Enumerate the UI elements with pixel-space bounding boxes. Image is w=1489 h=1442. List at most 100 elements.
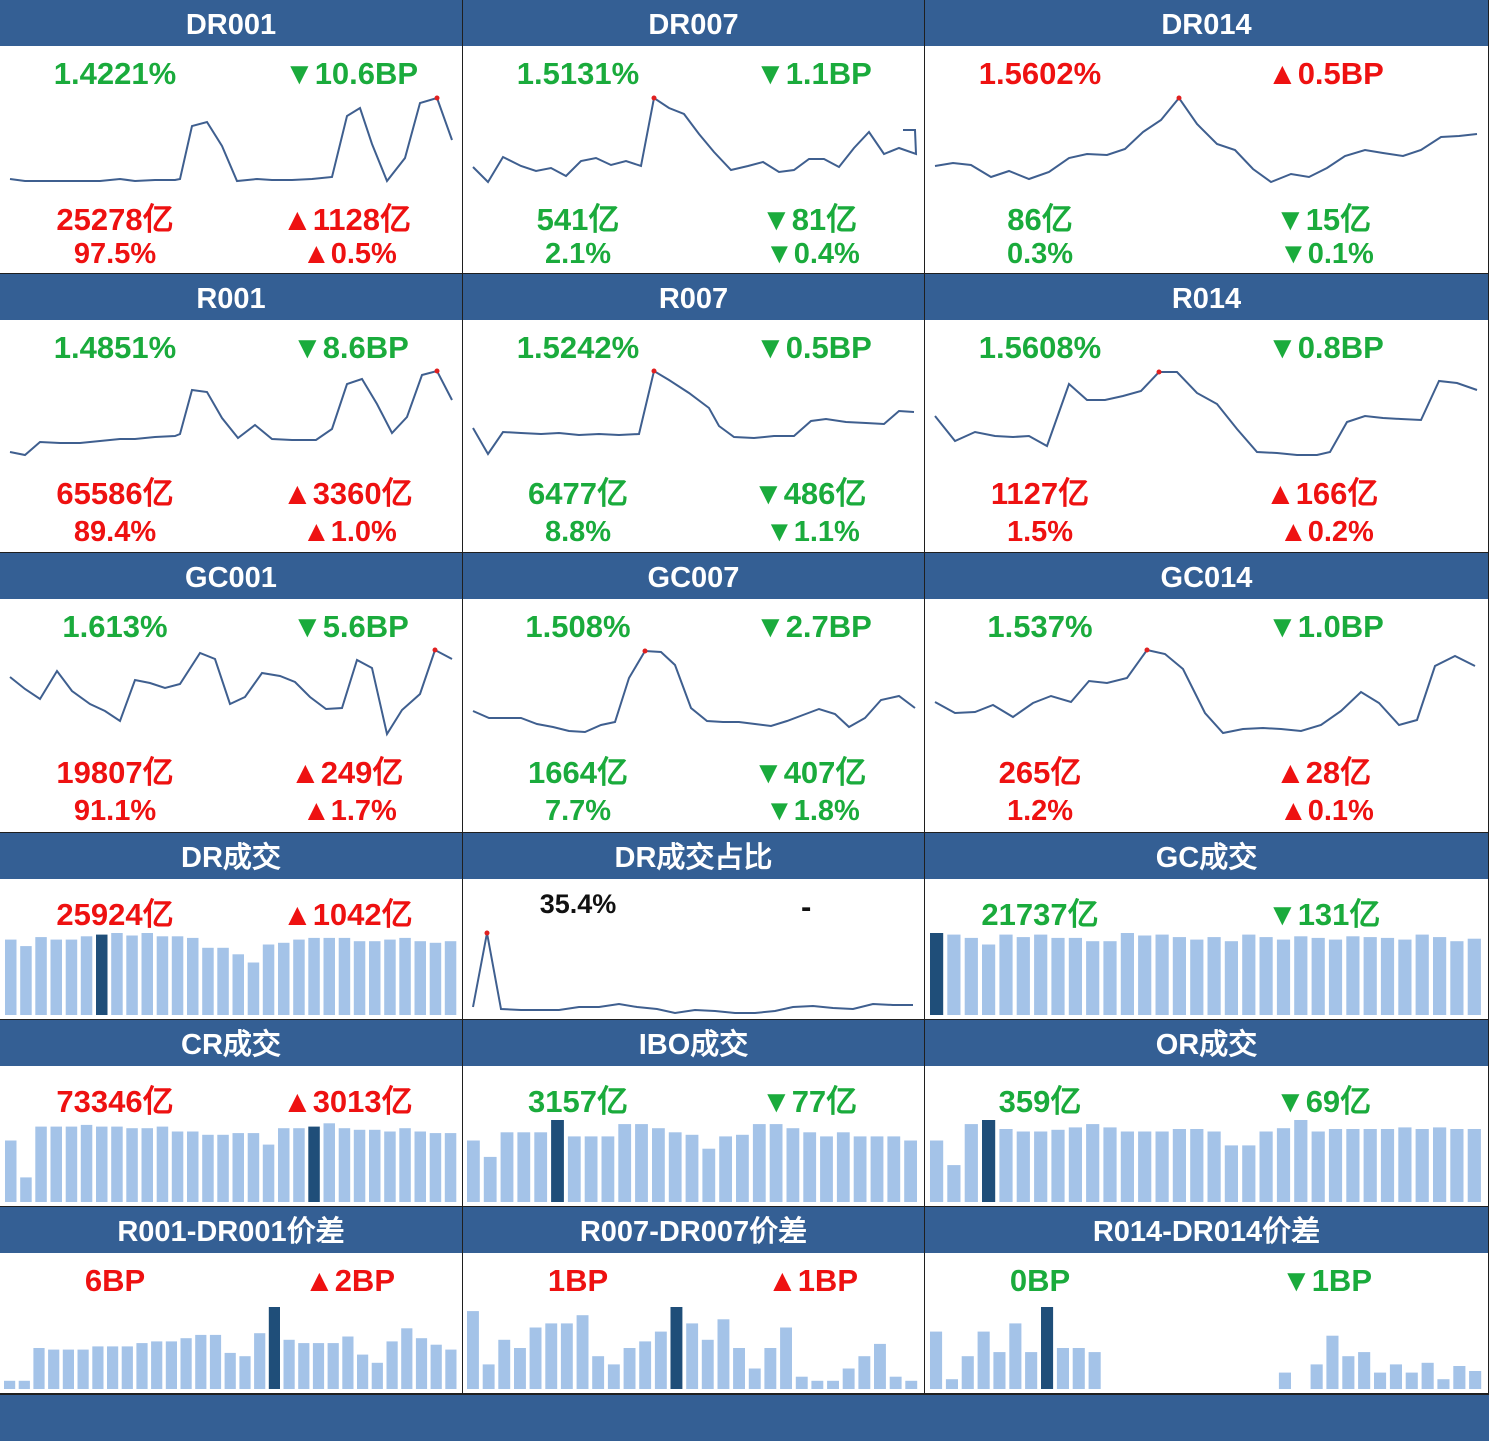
bar (1276, 939, 1291, 1015)
down-arrow-icon: ▼ (1281, 1263, 1312, 1298)
bar (702, 1148, 716, 1202)
bar (961, 1356, 974, 1389)
bar (1051, 937, 1065, 1015)
bar (232, 1133, 244, 1202)
rate-change: ▼1.1BP (755, 56, 872, 91)
bar (5, 1140, 17, 1202)
down-arrow-icon: ▼ (292, 330, 323, 365)
bar (836, 1132, 850, 1202)
volume-change: ▼69亿 (1275, 1084, 1372, 1119)
card-r007-dr007-spread: R007-DR007价差 1BP ▲1BP (463, 1207, 925, 1394)
spread-change: ▲1BP (767, 1263, 858, 1298)
bar (171, 1131, 184, 1202)
bar (1172, 1129, 1186, 1202)
bar (686, 1323, 699, 1389)
bar (1415, 934, 1429, 1015)
card-title: DR007 (463, 0, 924, 46)
bar (1120, 1131, 1134, 1202)
bar (1437, 1379, 1450, 1389)
up-arrow-icon: ▲ (767, 1263, 798, 1298)
bar (1363, 937, 1377, 1015)
bar-latest (96, 934, 108, 1015)
up-arrow-icon: ▲ (282, 897, 313, 932)
card-r014-dr014-spread: R014-DR014价差 0BP ▼1BP (925, 1207, 1489, 1394)
bar (18, 1380, 30, 1389)
card-cr-volume: CR成交 73346亿 ▲3013亿 (0, 1020, 463, 1207)
up-arrow-icon: ▲ (1267, 56, 1298, 91)
bar (1016, 937, 1030, 1015)
bar (1224, 1145, 1238, 1202)
bar (20, 946, 32, 1015)
bar (733, 1348, 745, 1389)
bar (1389, 1364, 1402, 1389)
latest-point (1144, 647, 1150, 653)
bar (1311, 937, 1325, 1015)
volume-value: 86亿 (1007, 202, 1073, 237)
bar (80, 1124, 93, 1202)
bar (889, 1376, 902, 1389)
down-arrow-icon: ▼ (765, 795, 794, 827)
bar (96, 1126, 108, 1202)
bar (399, 937, 411, 1015)
bar (1450, 1129, 1464, 1202)
card-title: DR014 (925, 0, 1488, 46)
up-arrow-icon: ▲ (1265, 476, 1296, 511)
bar (1421, 1362, 1434, 1389)
bar-latest (930, 933, 944, 1015)
share-value: 89.4% (73, 516, 157, 548)
footer-bar (0, 1394, 1489, 1441)
down-arrow-icon: ▼ (284, 56, 315, 91)
rate-change: ▼1.0BP (1267, 609, 1384, 644)
volume-change: ▼81亿 (761, 202, 858, 237)
bar (1326, 1335, 1339, 1389)
rate-value: 1.5242% (516, 330, 640, 365)
bar (930, 1140, 944, 1202)
up-arrow-icon: ▲ (304, 1263, 335, 1298)
share-change: ▼0.1% (1279, 238, 1374, 270)
down-arrow-icon: ▼ (1275, 1084, 1306, 1119)
bar (121, 1346, 133, 1389)
bar (635, 1124, 648, 1202)
latest-point (1156, 369, 1162, 375)
bar (601, 1136, 615, 1202)
bar (514, 1348, 526, 1389)
up-arrow-icon: ▲ (282, 1084, 313, 1119)
bar (342, 1336, 354, 1389)
bar (5, 939, 17, 1015)
bar (48, 1349, 60, 1389)
volume-bar-chart (5, 1123, 457, 1202)
bar (126, 935, 138, 1015)
up-arrow-icon: ▲ (302, 516, 331, 548)
bar (1155, 1131, 1169, 1202)
bar (1025, 1352, 1038, 1389)
bar (20, 1177, 32, 1202)
volume-value: 19807亿 (56, 755, 174, 790)
latest-point (484, 930, 490, 936)
bar (1358, 1352, 1371, 1389)
spread-change: ▼1BP (1281, 1263, 1372, 1298)
bar (262, 944, 275, 1015)
bar (262, 1144, 275, 1202)
down-arrow-icon: ▼ (1267, 897, 1298, 932)
bar (414, 941, 426, 1015)
card-title: R014-DR014价差 (925, 1207, 1488, 1253)
bar (618, 1124, 632, 1202)
card-or-volume: OR成交 359亿 ▼69亿 (925, 1020, 1489, 1207)
bar (764, 1348, 777, 1389)
bar (353, 1129, 366, 1202)
bar (384, 939, 396, 1015)
latest-point (434, 368, 440, 374)
bar (384, 1131, 396, 1202)
card-dr001: DR001 1.4221% ▼10.6BP 25278亿 ▲1128亿 97.5… (0, 0, 463, 274)
bar (399, 1128, 411, 1202)
bar-latest (1041, 1307, 1054, 1389)
volume-value: 541亿 (536, 202, 620, 237)
bar (887, 1136, 901, 1202)
bar (151, 1341, 163, 1389)
down-arrow-icon: ▼ (1267, 609, 1298, 644)
volume-bar-chart (930, 1120, 1481, 1202)
bar (1398, 1127, 1412, 1202)
bar (202, 947, 214, 1015)
bar (1453, 1366, 1466, 1389)
bar (278, 1128, 290, 1202)
